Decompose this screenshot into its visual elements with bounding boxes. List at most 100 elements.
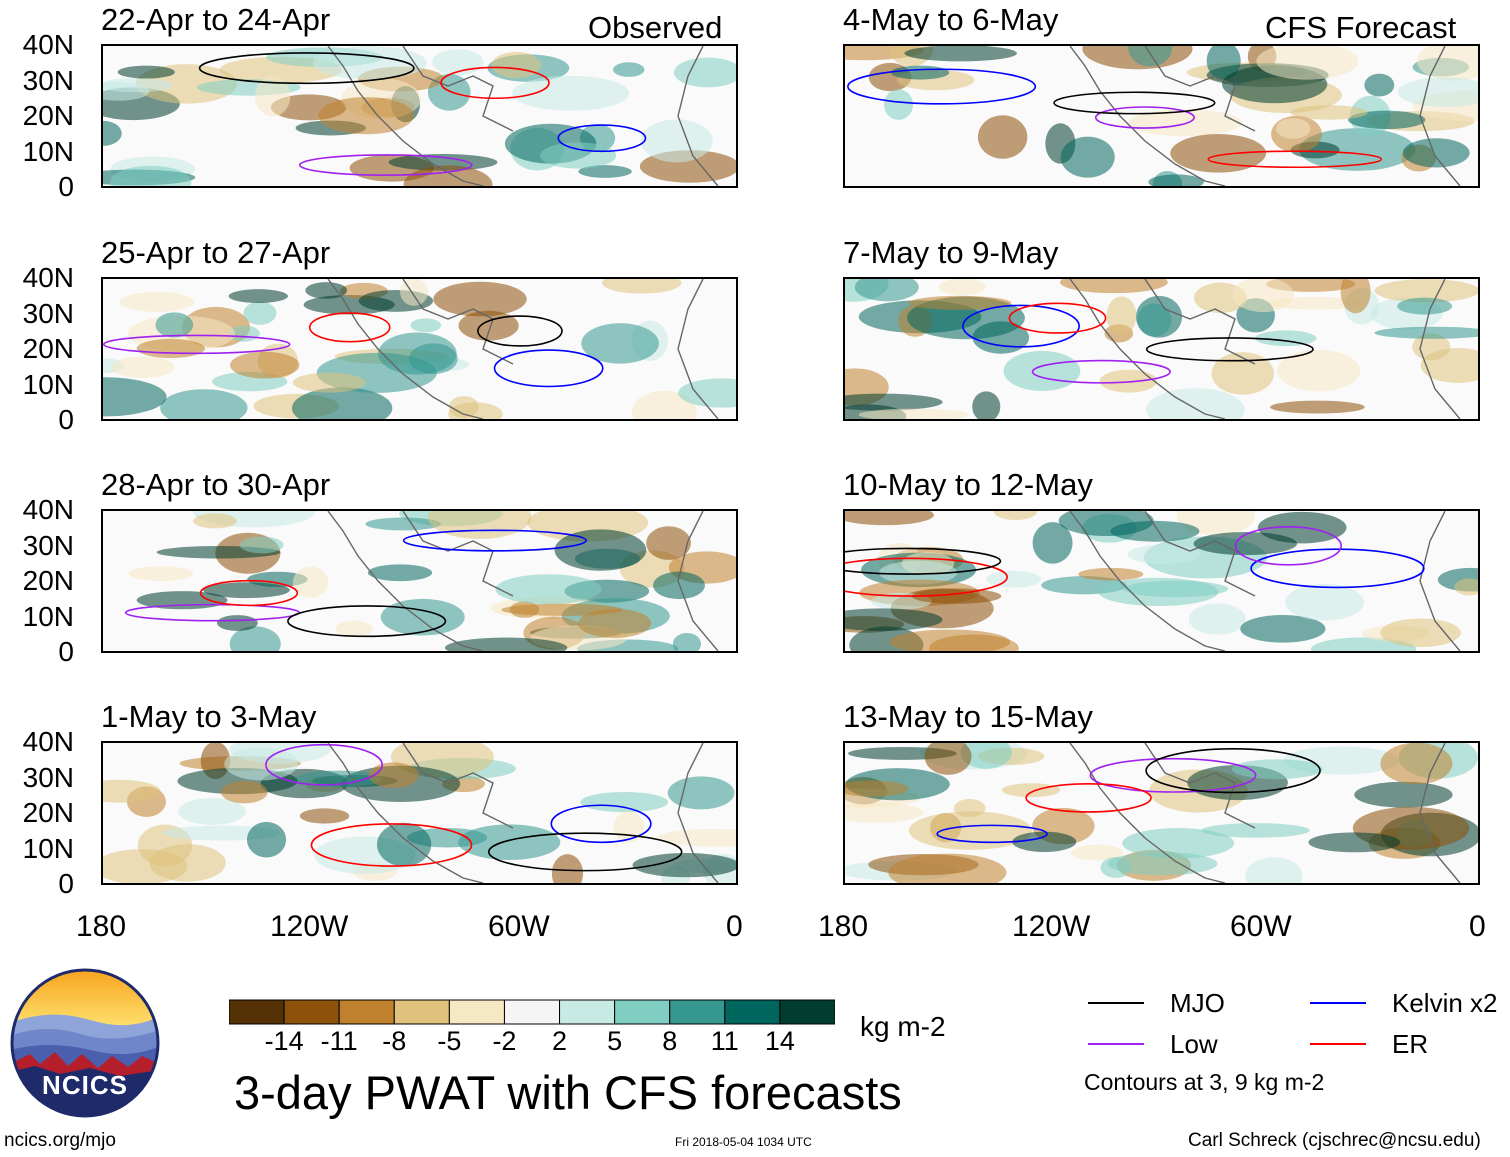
contour-line — [199, 579, 299, 607]
colorbar-swatch — [448, 999, 505, 1025]
legend-er-label: ER — [1392, 1029, 1429, 1059]
panel-title: 28-Apr to 30-Apr — [101, 467, 331, 502]
colorbar-swatch — [503, 999, 561, 1025]
contour-line — [1053, 91, 1216, 115]
contour-line — [103, 334, 291, 355]
lat-tick: 20N — [22, 333, 74, 364]
map-panel-forecast-2 — [843, 277, 1480, 421]
colorbar — [229, 999, 835, 1025]
contour-line — [402, 529, 587, 552]
legend-er-line — [1310, 1043, 1366, 1045]
logo-text: NCICS — [42, 1070, 128, 1100]
colorbar-tick-label: -11 — [320, 1026, 358, 1056]
colorbar-tick-label: -2 — [492, 1026, 517, 1056]
contour-line — [1250, 548, 1425, 589]
contour-line — [198, 52, 415, 85]
lat-tick: 0 — [58, 404, 74, 435]
contour-line — [845, 547, 1002, 575]
contour-legend: MJO Kelvin x2 Low ER Contours at 3, 9 kg… — [1082, 988, 1502, 1098]
legend-low-label: Low — [1170, 1029, 1218, 1059]
legend-contour-note: Contours at 3, 9 kg m-2 — [1084, 1069, 1325, 1095]
contour-line — [1145, 747, 1321, 794]
contour-line — [287, 605, 447, 638]
lon-tick: 180 — [818, 910, 869, 943]
lat-tick: 30N — [22, 64, 74, 96]
lat-tick: 10N — [22, 135, 74, 167]
footer-credit: Carl Schreck (cjschrec@ncsu.edu) — [1188, 1130, 1481, 1151]
contour-line — [1094, 106, 1195, 129]
pwat-field — [845, 743, 1478, 883]
lat-tick: 40N — [22, 494, 74, 525]
colorbar-tick-label: 11 — [710, 1026, 739, 1056]
legend-kelvin-label: Kelvin x2 — [1392, 988, 1498, 1018]
contour-line — [440, 66, 550, 100]
colorbar-swatch — [559, 999, 616, 1025]
lat-tick: 0 — [58, 171, 74, 202]
contour-line — [308, 312, 391, 343]
lon-tick: 120W — [1012, 910, 1091, 943]
lat-tick: 40N — [22, 262, 74, 293]
lat-tick: 20N — [22, 100, 74, 131]
contour-line — [557, 124, 647, 153]
lat-tick: 40N — [22, 29, 74, 60]
lat-tick: 10N — [22, 832, 74, 864]
panel-title: 1-May to 3-May — [101, 699, 317, 734]
pwat-field — [845, 279, 1478, 419]
map-panel-observed-3 — [101, 509, 738, 653]
footer-timestamp: Fri 2018-05-04 1034 UTC — [675, 1135, 812, 1149]
colorbar-tick-label: -5 — [437, 1026, 462, 1056]
panel-title: 25-Apr to 27-Apr — [101, 235, 331, 270]
contour-line — [477, 315, 563, 347]
legend-mjo-line — [1088, 1002, 1144, 1004]
cfs-forecast-label: CFS Forecast — [1265, 10, 1457, 45]
panel-title: 7-May to 9-May — [843, 235, 1059, 270]
contour-line — [1008, 302, 1107, 334]
colorbar-swatch — [283, 999, 340, 1025]
colorbar-tick-label: -8 — [382, 1026, 407, 1056]
main-title: 3-day PWAT with CFS forecasts — [234, 1066, 902, 1119]
colorbar-swatch — [393, 999, 450, 1025]
lon-tick: 0 — [726, 910, 743, 943]
map-panel-forecast-3 — [843, 509, 1480, 653]
contour-line — [847, 68, 1037, 105]
contour-line — [124, 603, 301, 622]
panel-title: 10-May to 12-May — [843, 467, 1093, 502]
contour-line — [265, 743, 383, 786]
pwat-field — [124, 511, 736, 651]
contour-line — [962, 304, 1080, 348]
panel-title: 22-Apr to 24-Apr — [101, 2, 331, 37]
legend-kelvin-line — [1310, 1002, 1366, 1004]
pwat-field — [103, 743, 736, 883]
pwat-field — [845, 46, 1478, 186]
lon-tick: 60W — [488, 910, 550, 943]
lat-tick: 20N — [22, 565, 74, 596]
contour-line — [1145, 337, 1314, 362]
lon-tick: 0 — [1469, 910, 1486, 943]
colorbar-tick-label: 8 — [662, 1026, 678, 1056]
lat-tick: 30N — [22, 761, 74, 793]
pwat-field — [103, 279, 736, 419]
legend-mjo-label: MJO — [1170, 988, 1225, 1018]
contour-line — [1089, 757, 1257, 793]
lat-tick: 0 — [58, 636, 74, 667]
pwat-field — [103, 46, 736, 186]
colorbar-tick-label: 5 — [607, 1026, 623, 1056]
panel-title: 13-May to 15-May — [843, 699, 1093, 734]
colorbar-swatch — [338, 999, 395, 1025]
ncics-logo: NCICS — [10, 968, 160, 1118]
contour-line — [487, 832, 683, 872]
colorbar-swatch — [724, 999, 781, 1025]
colorbar-swatch — [229, 999, 285, 1025]
lat-tick: 30N — [22, 297, 74, 329]
lat-tick: 0 — [58, 868, 74, 899]
colorbar-tick-label: 2 — [552, 1026, 568, 1056]
map-panel-forecast-4 — [843, 741, 1480, 885]
contour-line — [310, 823, 473, 867]
lat-tick: 10N — [22, 600, 74, 632]
colorbar-swatch — [669, 999, 726, 1025]
contour-line — [550, 804, 652, 844]
contour-line — [845, 557, 1009, 597]
colorbar-swatch — [779, 999, 835, 1025]
contour-line — [1031, 359, 1171, 384]
lat-tick: 40N — [22, 726, 74, 757]
